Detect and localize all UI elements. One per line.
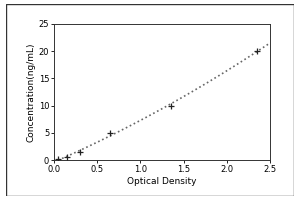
X-axis label: Optical Density: Optical Density: [127, 177, 197, 186]
Y-axis label: Concentration(ng/mL): Concentration(ng/mL): [27, 42, 36, 142]
